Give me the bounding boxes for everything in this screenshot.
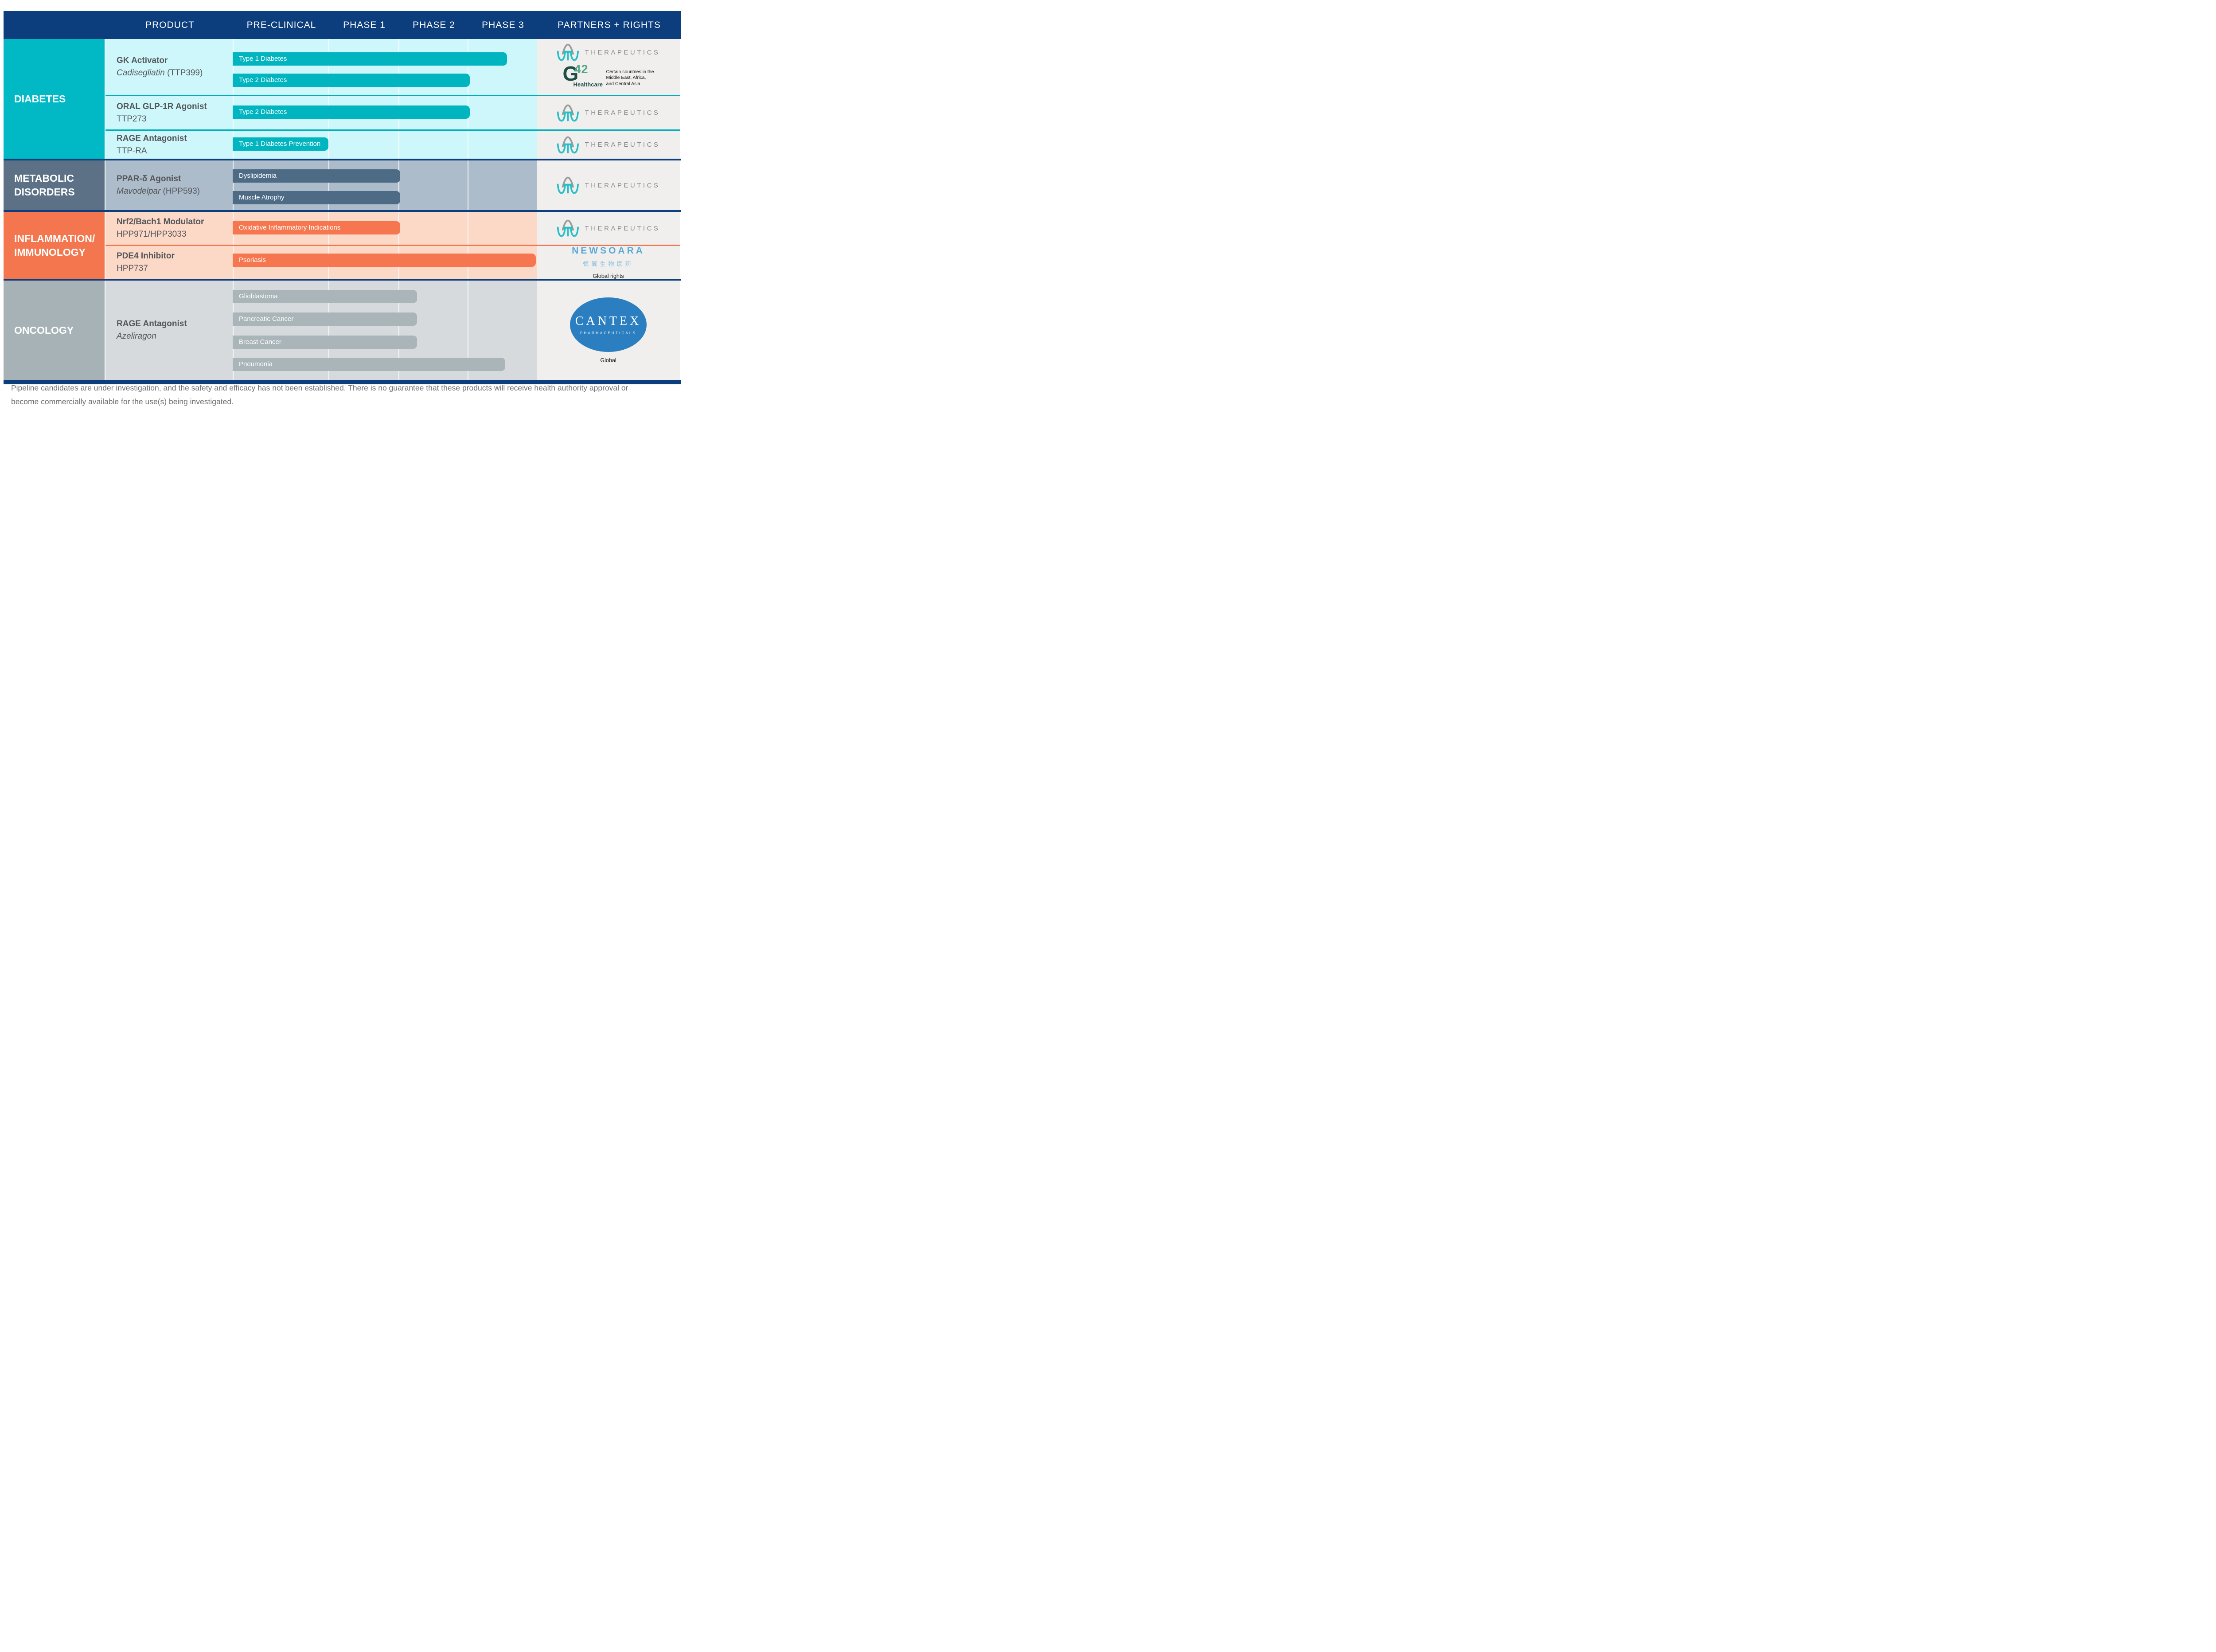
progress-bar: Type 2 Diabetes [233,74,470,87]
pipeline-cell: Dyslipidemia Muscle Atrophy [233,160,537,210]
vtv-therapeutics-logo: THERAPEUTICS [557,219,660,238]
table-row: Nrf2/Bach1 Modulator HPP971/HPP3033 Oxid… [105,212,680,245]
vtv-therapeutics-logo: THERAPEUTICS [557,104,660,122]
table-row: RAGE Antagonist Azeliragon Glioblastoma … [105,281,680,380]
progress-bar: Glioblastoma [233,290,417,303]
table-header: PRODUCT PRE-CLINICAL PHASE 1 PHASE 2 PHA… [4,11,681,39]
progress-bar: Psoriasis [233,254,536,267]
category-label-oncology: ONCOLOGY [4,281,105,380]
section-oncology: ONCOLOGY RAGE Antagonist Azeliragon Glio… [4,281,681,380]
section-divider [4,159,681,160]
header-product: PRODUCT [145,20,195,30]
section-inflammation: INFLAMMATION/ IMMUNOLOGY Nrf2/Bach1 Modu… [4,212,681,279]
header-phase1: PHASE 1 [343,20,386,30]
g42-healthcare-logo: G 42 Healthcare [562,62,603,88]
grid-line [328,39,329,95]
table-row: ORAL GLP-1R Agonist TTP273 Type 2 Diabet… [105,95,680,129]
vtv-wordmark: THERAPEUTICS [585,141,660,148]
vtv-wave-icon [557,43,579,61]
vtv-therapeutics-logo: THERAPEUTICS [557,176,660,195]
vtv-therapeutics-logo: THERAPEUTICS [557,136,660,154]
grid-line [233,39,234,95]
rights-note: Global [600,357,616,363]
vtv-wave-icon [557,104,579,121]
table-row: PPAR-δ Agonist Mavodelpar (HPP593) Dysli… [105,160,680,210]
progress-bar: Type 2 Diabetes [233,105,470,119]
partner-cell: THERAPEUTICS G 42 Healthcare Certain cou… [537,39,680,95]
header-phase2: PHASE 2 [413,20,455,30]
disclaimer-text: Pipeline candidates are under investigat… [11,383,628,406]
pipeline-cell: Psoriasis [233,246,537,279]
partner-cell: THERAPEUTICS [537,160,680,210]
grid-line [398,39,399,95]
product-cell: GK Activator Cadisegliatin (TTP399) [105,39,233,95]
product-cell: ORAL GLP-1R Agonist TTP273 [105,96,233,129]
product-cell: PDE4 Inhibitor HPP737 [105,246,233,279]
pipeline-table: PRODUCT PRE-CLINICAL PHASE 1 PHASE 2 PHA… [4,11,681,384]
vtv-wordmark: THERAPEUTICS [585,109,660,117]
cantex-pharmaceuticals-logo: CANTEX PHARMACEUTICALS [570,297,647,352]
table-row: PDE4 Inhibitor HPP737 Psoriasis NEWSOARA… [105,245,680,279]
newsoara-logo: NEWSOARA 恒翼生物医药 Global rights [572,246,645,279]
progress-bar: Muscle Atrophy [233,191,400,204]
progress-bar: Breast Cancer [233,336,417,349]
header-phase3: PHASE 3 [482,20,524,30]
section-metabolic: METABOLIC DISORDERS PPAR-δ Agonist Mavod… [4,160,681,210]
header-preclinical: PRE-CLINICAL [246,20,316,30]
progress-bar: Oxidative Inflammatory Indications [233,221,400,234]
partner-cell: THERAPEUTICS [537,212,680,245]
partner-cell: THERAPEUTICS [537,96,680,129]
section-divider [4,210,681,212]
product-cell: RAGE Antagonist TTP-RA [105,131,233,159]
rights-note: Global rights [593,273,624,279]
vtv-wave-icon [557,136,579,153]
pipeline-cell: Type 1 Diabetes Prevention [233,131,537,159]
progress-bar: Dyslipidemia [233,169,400,183]
partner-cell: CANTEX PHARMACEUTICALS Global [537,281,680,380]
vtv-wordmark: THERAPEUTICS [585,48,660,56]
product-cell: Nrf2/Bach1 Modulator HPP971/HPP3033 [105,212,233,245]
progress-bar: Type 1 Diabetes Prevention [233,137,329,151]
table-row: GK Activator Cadisegliatin (TTP399) Type… [105,39,680,95]
pipeline-cell: Type 2 Diabetes [233,96,537,129]
partner-cell: NEWSOARA 恒翼生物医药 Global rights [537,246,680,279]
vtv-wave-icon [557,219,579,237]
product-cell: RAGE Antagonist Azeliragon [105,281,233,380]
progress-bar: Type 1 Diabetes [233,52,507,66]
pipeline-cell: Oxidative Inflammatory Indications [233,212,537,245]
partner-cell: THERAPEUTICS [537,131,680,159]
progress-bar: Pancreatic Cancer [233,312,417,326]
table-row: RAGE Antagonist TTP-RA Type 1 Diabetes P… [105,129,680,159]
category-label-inflammation: INFLAMMATION/ IMMUNOLOGY [4,212,105,279]
vtv-wordmark: THERAPEUTICS [585,181,660,189]
pipeline-cell: Glioblastoma Pancreatic Cancer Breast Ca… [233,281,537,380]
category-label-diabetes: DIABETES [4,39,105,159]
table-bottom-border [4,380,681,384]
g42-partner-row: G 42 Healthcare Certain countries in the… [562,62,654,91]
category-label-metabolic: METABOLIC DISORDERS [4,160,105,210]
progress-bar: Pneumonia [233,358,506,371]
vtv-wave-icon [557,176,579,194]
vtv-wordmark: THERAPEUTICS [585,224,660,232]
header-partners: PARTNERS + RIGHTS [558,20,661,30]
rights-note: Certain countries in the Middle East, Af… [606,69,654,86]
product-cell: PPAR-δ Agonist Mavodelpar (HPP593) [105,160,233,210]
section-divider [4,279,681,281]
pipeline-cell: Type 1 Diabetes Type 2 Diabetes [233,39,537,95]
vtv-therapeutics-logo: THERAPEUTICS [557,43,660,62]
section-diabetes: DIABETES GK Activator Cadisegliatin (TTP… [4,39,681,159]
